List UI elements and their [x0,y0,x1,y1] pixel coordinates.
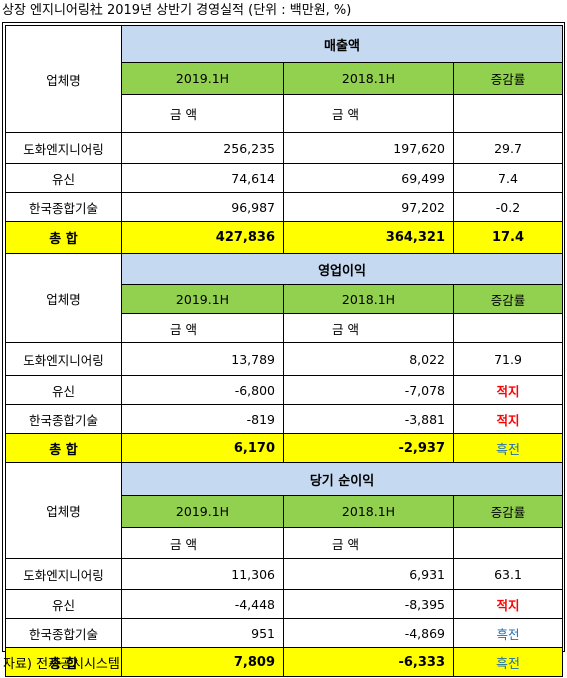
value-2018: -3,881 [283,404,454,434]
total-change-rate: 흑전 [453,647,563,677]
period-2018-header: 2018.1H [283,284,454,314]
section-title: 당기 순이익 [121,462,563,496]
value-2018: -8,395 [283,589,454,619]
company-column-header: 업체명 [5,462,122,559]
change-rate: 63.1 [453,558,563,590]
value-2018: 8,022 [283,342,454,376]
amount-label: 금 액 [283,527,454,559]
value-2019: 13,789 [121,342,284,376]
change-rate: 적지 [453,404,563,434]
total-2018: -2,937 [283,433,454,463]
company-name: 도화엔지니어링 [5,558,122,590]
empty-cell [453,94,563,133]
company-name: 유신 [5,163,122,193]
section-header-row: 업체명 당기 순이익 [5,462,563,559]
total-label: 총 합 [5,221,122,254]
company-column-header: 업체명 [5,253,122,343]
value-2018: 197,620 [283,132,454,164]
total-label: 총 합 [5,647,122,677]
total-2019: 427,836 [121,221,284,254]
total-2018: 364,321 [283,221,454,254]
amount-label: 금 액 [121,313,284,343]
period-2019-header: 2019.1H [121,62,284,95]
section-title: 영업이익 [121,253,563,285]
total-2019: 7,809 [121,647,284,677]
value-2019: 11,306 [121,558,284,590]
total-row: 총 합 7,809 -6,333 흑전 [5,647,563,677]
value-2019: -819 [121,404,284,434]
amount-label: 금 액 [121,527,284,559]
company-name: 한국종합기술 [5,192,122,222]
value-2018: 97,202 [283,192,454,222]
change-rate-header: 증감률 [453,284,563,314]
period-2018-header: 2018.1H [283,495,454,528]
company-name: 도화엔지니어링 [5,132,122,164]
company-name: 도화엔지니어링 [5,342,122,376]
section-header-row: 업체명 매출액 [5,25,563,133]
empty-cell [453,527,563,559]
company-name: 유신 [5,589,122,619]
value-2019: 951 [121,618,284,648]
company-name: 유신 [5,375,122,405]
total-label: 총 합 [5,433,122,463]
change-rate-header: 증감률 [453,62,563,95]
table-row: 유신 -6,800 -7,078 적지 [5,375,563,405]
total-change-rate: 흑전 [453,433,563,463]
empty-cell [453,313,563,343]
company-name: 한국종합기술 [5,404,122,434]
total-2018: -6,333 [283,647,454,677]
value-2018: 69,499 [283,163,454,193]
change-rate: 71.9 [453,342,563,376]
amount-label: 금 액 [283,94,454,133]
change-rate-header: 증감률 [453,495,563,528]
table-row: 한국종합기술 -819 -3,881 적지 [5,404,563,434]
value-2018: 6,931 [283,558,454,590]
section-title: 매출액 [121,25,563,63]
company-column-header: 업체명 [5,25,122,133]
change-rate: 29.7 [453,132,563,164]
value-2019: -6,800 [121,375,284,405]
period-2019-header: 2019.1H [121,284,284,314]
value-2018: -7,078 [283,375,454,405]
total-row: 총 합 427,836 364,321 17.4 [5,221,563,254]
amount-label: 금 액 [121,94,284,133]
change-rate: 적지 [453,589,563,619]
change-rate: 흑전 [453,618,563,648]
table-row: 도화엔지니어링 13,789 8,022 71.9 [5,342,563,376]
table-row: 한국종합기술 951 -4,869 흑전 [5,618,563,648]
table-row: 도화엔지니어링 11,306 6,931 63.1 [5,558,563,590]
amount-label: 금 액 [283,313,454,343]
value-2019: 74,614 [121,163,284,193]
period-header-row: 2019.1H 2018.1H 증감률 [6,284,563,314]
value-2019: 96,987 [121,192,284,222]
table-row: 도화엔지니어링 256,235 197,620 29.7 [5,132,563,164]
change-rate: 적지 [453,375,563,405]
value-2018: -4,869 [283,618,454,648]
value-2019: 256,235 [121,132,284,164]
table-row: 한국종합기술 96,987 97,202 -0.2 [5,192,563,222]
company-name: 한국종합기술 [5,618,122,648]
change-rate: -0.2 [453,192,563,222]
total-change-rate: 17.4 [453,221,563,254]
section-header-row: 업체명 영업이익 [5,253,563,343]
document-title: 상장 엔지니어링社 2019년 상반기 경영실적 (단위 : 백만원, %) [2,3,352,18]
source-note: 자료) 전자공시시스템 [3,657,120,672]
period-2018-header: 2018.1H [283,62,454,95]
period-2019-header: 2019.1H [121,495,284,528]
table-row: 유신 74,614 69,499 7.4 [5,163,563,193]
change-rate: 7.4 [453,163,563,193]
total-2019: 6,170 [121,433,284,463]
period-header-row: 2019.1H 2018.1H 증감률 [6,495,563,528]
table-row: 유신 -4,448 -8,395 적지 [5,589,563,619]
total-row: 총 합 6,170 -2,937 흑전 [5,433,563,463]
value-2019: -4,448 [121,589,284,619]
